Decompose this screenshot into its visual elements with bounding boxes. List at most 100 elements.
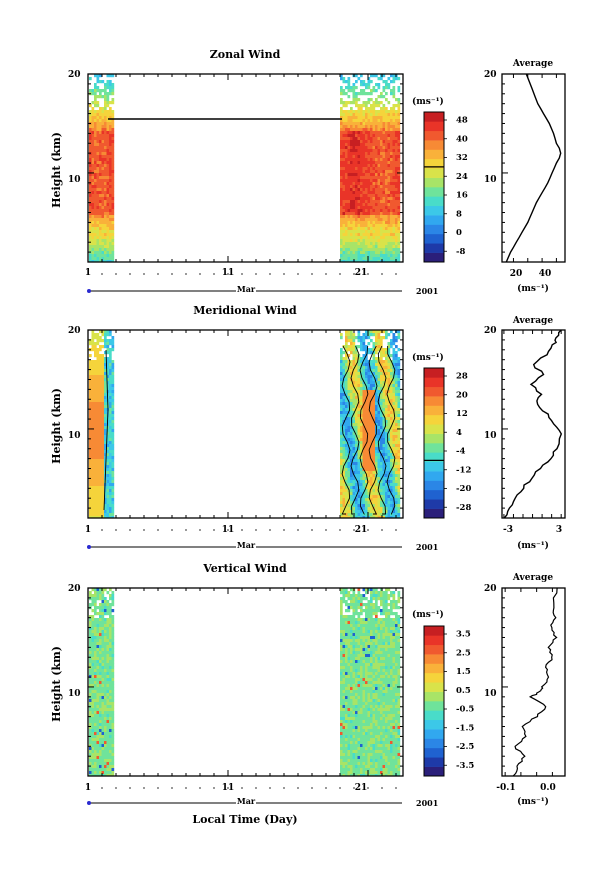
heatmap-cell [380, 459, 383, 463]
heatmap-cell [377, 375, 381, 379]
heatmap-cell [101, 669, 105, 673]
heatmap-cell [94, 95, 97, 99]
heatmap-cell [362, 366, 366, 370]
heatmap-cell [385, 459, 388, 463]
heatmap-cell [345, 333, 348, 337]
heatmap-cell [385, 432, 388, 436]
heatmap-cell [111, 203, 115, 207]
heatmap-cell [109, 678, 112, 682]
heatmap-cell [355, 104, 358, 108]
heatmap-cell [385, 242, 388, 246]
heatmap-cell [89, 699, 92, 703]
heatmap-cell [390, 465, 393, 469]
heatmap-cell [357, 513, 361, 517]
heatmap-cell [109, 750, 112, 754]
heatmap-cell [96, 720, 100, 724]
heatmap-cell [382, 242, 386, 246]
heatmap-cell [370, 447, 373, 451]
heatmap-cell [91, 173, 95, 177]
heatmap-cell [357, 185, 361, 189]
heatmap-cell [109, 257, 112, 261]
heatmap-cell [355, 203, 358, 207]
heatmap-cell [347, 137, 351, 141]
heatmap-cell [350, 501, 353, 505]
heatmap-cell [89, 149, 92, 153]
heatmap-cell [392, 233, 396, 237]
heatmap-cell [101, 378, 105, 382]
heatmap-cell [91, 414, 95, 418]
heatmap-cell [109, 348, 112, 352]
heatmap-cell [352, 492, 356, 496]
heatmap-cell [99, 233, 102, 237]
heatmap-cell [362, 176, 366, 180]
heatmap-cell [360, 402, 363, 406]
heatmap-cell [109, 110, 112, 114]
heatmap-cell [372, 113, 376, 117]
heatmap-cell [347, 200, 351, 204]
heatmap-cell [357, 167, 361, 171]
heatmap-cell [355, 170, 358, 174]
heatmap-cell [387, 342, 391, 346]
heatmap-cell [101, 771, 105, 775]
heatmap-cell [345, 417, 348, 421]
heatmap-cell [109, 438, 112, 442]
heatmap-cell [357, 179, 361, 183]
heatmap-cell [372, 381, 376, 385]
heatmap-cell [380, 125, 383, 129]
heatmap-cell [377, 257, 381, 261]
heatmap-cell [106, 390, 110, 394]
heatmap-cell [367, 459, 371, 463]
heatmap-cell [345, 435, 348, 439]
heatmap-cell [387, 405, 391, 409]
heatmap-cell [372, 158, 376, 162]
heatmap-cell [106, 209, 110, 213]
heatmap-cell [355, 161, 358, 165]
heatmap-cell [94, 131, 97, 135]
heatmap-cell [101, 729, 105, 733]
heatmap-cell [387, 366, 391, 370]
heatmap-cell [94, 230, 97, 234]
heatmap-cell [370, 498, 373, 502]
heatmap-cell [106, 735, 110, 739]
heatmap-cell [109, 711, 112, 715]
heatmap-cell [350, 191, 353, 195]
x-tick-label: 11 [222, 525, 235, 535]
heatmap-cell [91, 345, 95, 349]
heatmap-cell [345, 510, 348, 514]
heatmap-cell [360, 221, 363, 225]
heatmap-cell [99, 330, 102, 334]
heatmap-cell [109, 726, 112, 730]
heatmap-cell [347, 149, 351, 153]
heatmap-cell [377, 158, 381, 162]
heatmap-cell [106, 447, 110, 451]
heatmap-cell [395, 221, 398, 225]
heatmap-cell [99, 441, 102, 445]
heatmap-cell [104, 125, 107, 129]
heatmap-cell [385, 336, 388, 340]
heatmap-cell [96, 426, 100, 430]
heatmap-cell [370, 339, 373, 343]
heatmap-cell [377, 110, 381, 114]
heatmap-cell [360, 152, 363, 156]
heatmap-cell [382, 233, 386, 237]
heatmap-cell [377, 194, 381, 198]
heatmap-cell [345, 197, 348, 201]
heatmap-cell [101, 744, 105, 748]
heatmap-cell [99, 627, 102, 631]
heatmap-cell [101, 402, 105, 406]
heatmap-cell [390, 227, 393, 231]
heatmap-cell [377, 77, 381, 81]
heatmap-cell [101, 495, 105, 499]
heatmap-cell [367, 218, 371, 222]
heatmap-cell [357, 212, 361, 216]
heatmap-cell [350, 336, 353, 340]
heatmap-cell [397, 399, 401, 403]
heatmap-cell [345, 429, 348, 433]
heatmap-cell [345, 399, 348, 403]
heatmap-cell [106, 453, 110, 457]
heatmap-cell [347, 128, 351, 132]
heatmap-cell [352, 197, 356, 201]
heatmap-cell [355, 182, 358, 186]
heatmap-cell [375, 348, 378, 352]
heatmap-cell [382, 197, 386, 201]
